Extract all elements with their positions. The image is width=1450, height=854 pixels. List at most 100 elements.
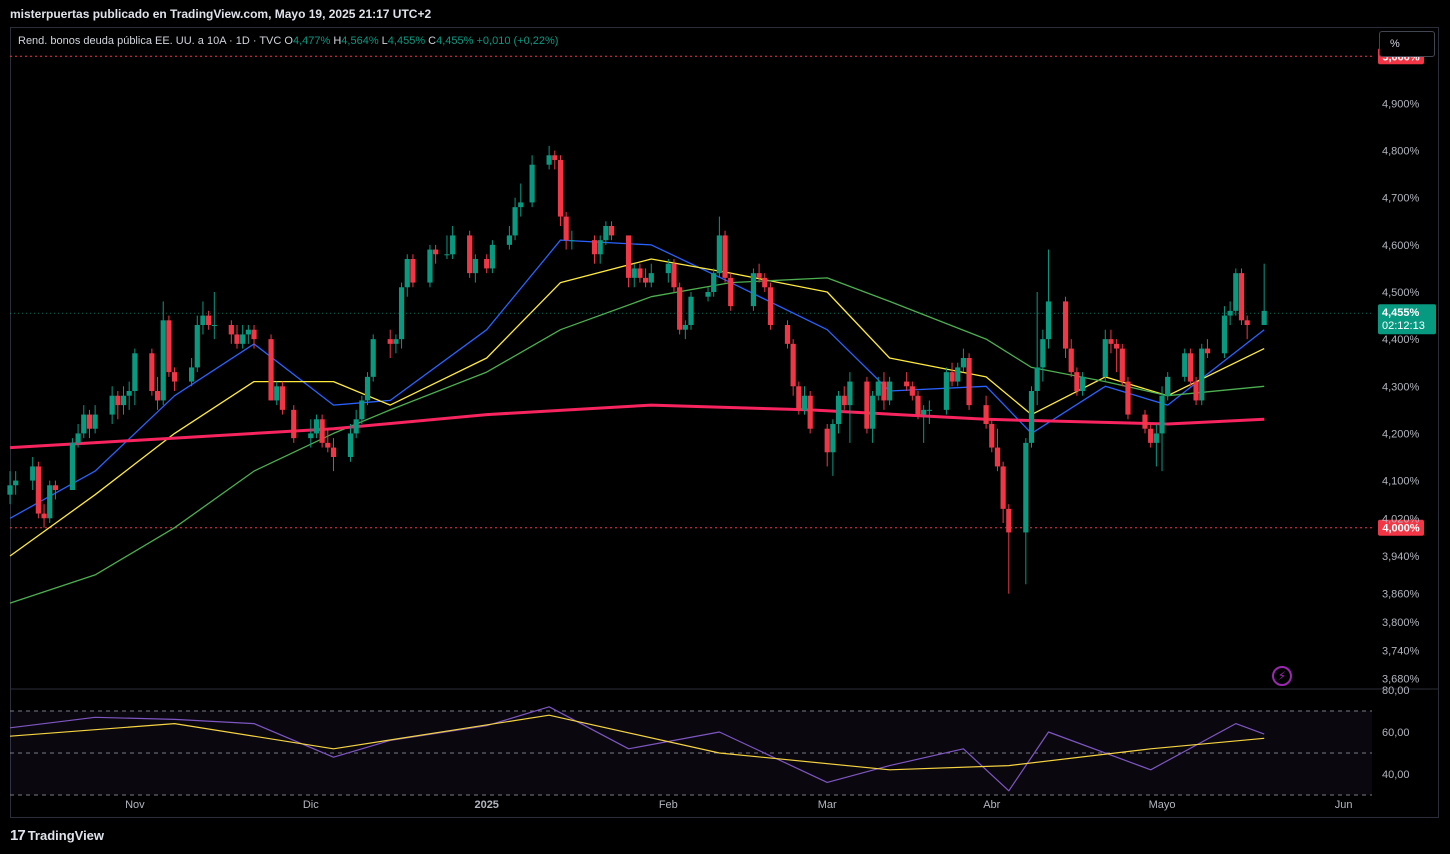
candle[interactable] — [268, 334, 274, 401]
candle[interactable] — [308, 419, 314, 448]
candle[interactable] — [830, 419, 836, 476]
candle[interactable] — [1165, 372, 1171, 401]
candle[interactable] — [835, 391, 842, 434]
candle[interactable] — [472, 254, 478, 283]
candle[interactable] — [637, 263, 643, 283]
candle[interactable] — [30, 457, 36, 490]
price-pane[interactable] — [7, 55, 1372, 604]
candle[interactable] — [13, 471, 19, 495]
candle[interactable] — [109, 386, 115, 424]
candle[interactable] — [728, 273, 734, 311]
candle[interactable] — [591, 235, 598, 264]
candle[interactable] — [915, 391, 921, 420]
candle[interactable] — [881, 372, 887, 410]
candle[interactable] — [887, 376, 893, 406]
candle[interactable] — [909, 381, 915, 401]
candle[interactable] — [1125, 376, 1131, 420]
candle[interactable] — [1114, 339, 1120, 373]
candle[interactable] — [518, 183, 524, 217]
candle[interactable] — [552, 150, 558, 170]
candle[interactable] — [557, 155, 564, 226]
candle[interactable] — [1068, 339, 1074, 377]
candle[interactable] — [875, 376, 881, 401]
candle[interactable] — [1108, 329, 1114, 354]
candle[interactable] — [81, 405, 87, 439]
symbol-legend[interactable]: Rend. bonos deuda pública EE. UU. a 10A … — [18, 35, 558, 47]
candle[interactable] — [1045, 249, 1052, 349]
candle[interactable] — [864, 376, 870, 434]
candle[interactable] — [1006, 504, 1012, 594]
rsi-pane[interactable] — [9, 706, 1372, 796]
candle[interactable] — [86, 409, 93, 439]
candle[interactable] — [943, 367, 949, 415]
candle[interactable] — [370, 334, 376, 382]
candle[interactable] — [1182, 348, 1188, 382]
candle[interactable] — [767, 282, 774, 330]
candle[interactable] — [274, 381, 280, 406]
candle[interactable] — [325, 428, 331, 453]
candle[interactable] — [398, 282, 405, 349]
candle[interactable] — [69, 438, 76, 490]
candle[interactable] — [234, 325, 240, 349]
candle[interactable] — [801, 386, 808, 415]
candle[interactable] — [393, 334, 399, 354]
candle[interactable] — [1227, 301, 1233, 325]
footer-brand[interactable]: 17 TradingView — [10, 827, 104, 847]
lightning-icon[interactable]: ⚡ — [1272, 666, 1292, 686]
candle[interactable] — [1233, 268, 1239, 316]
candle[interactable] — [149, 348, 155, 396]
candle[interactable] — [154, 376, 161, 410]
candle[interactable] — [608, 221, 615, 241]
candle[interactable] — [410, 254, 416, 288]
candle[interactable] — [648, 263, 654, 288]
candle[interactable] — [200, 301, 206, 335]
candle[interactable] — [1159, 386, 1165, 472]
candle[interactable] — [1187, 348, 1193, 387]
candle[interactable] — [750, 268, 757, 311]
candle[interactable] — [643, 268, 649, 288]
candle[interactable] — [841, 386, 847, 410]
candle[interactable] — [1000, 461, 1006, 523]
candle[interactable] — [921, 405, 927, 443]
candle[interactable] — [92, 405, 98, 434]
candle[interactable] — [506, 226, 512, 250]
candle[interactable] — [194, 315, 200, 373]
candle[interactable] — [955, 362, 961, 387]
candle[interactable] — [762, 273, 768, 292]
candle[interactable] — [960, 348, 966, 373]
candle[interactable] — [120, 386, 127, 415]
candle[interactable] — [1148, 424, 1154, 448]
candle[interactable] — [807, 391, 813, 434]
candle[interactable] — [784, 320, 791, 349]
candle[interactable] — [291, 405, 297, 443]
candle[interactable] — [211, 292, 217, 340]
candle[interactable] — [166, 315, 172, 377]
candle[interactable] — [904, 372, 910, 391]
candle[interactable] — [870, 391, 876, 443]
candle[interactable] — [353, 409, 359, 439]
candle[interactable] — [467, 230, 473, 278]
candle[interactable] — [41, 504, 47, 528]
candle[interactable] — [347, 424, 354, 462]
candle[interactable] — [1023, 438, 1029, 585]
candle[interactable] — [228, 320, 234, 344]
candle[interactable] — [404, 254, 410, 297]
candle[interactable] — [705, 287, 711, 302]
candle[interactable] — [1062, 296, 1069, 358]
candle[interactable] — [206, 310, 212, 330]
percent-scale-button[interactable]: % — [1379, 31, 1435, 57]
candle[interactable] — [665, 259, 671, 283]
candle[interactable] — [52, 480, 58, 500]
candle[interactable] — [597, 235, 603, 264]
candle[interactable] — [330, 438, 337, 472]
candle[interactable] — [115, 391, 121, 420]
candle[interactable] — [926, 400, 932, 424]
candle[interactable] — [1193, 376, 1199, 406]
candle[interactable] — [1119, 343, 1125, 387]
candle[interactable] — [1079, 372, 1086, 396]
candle[interactable] — [989, 419, 995, 453]
candle[interactable] — [625, 235, 632, 288]
candle[interactable] — [1199, 343, 1205, 406]
candle[interactable] — [7, 471, 13, 505]
